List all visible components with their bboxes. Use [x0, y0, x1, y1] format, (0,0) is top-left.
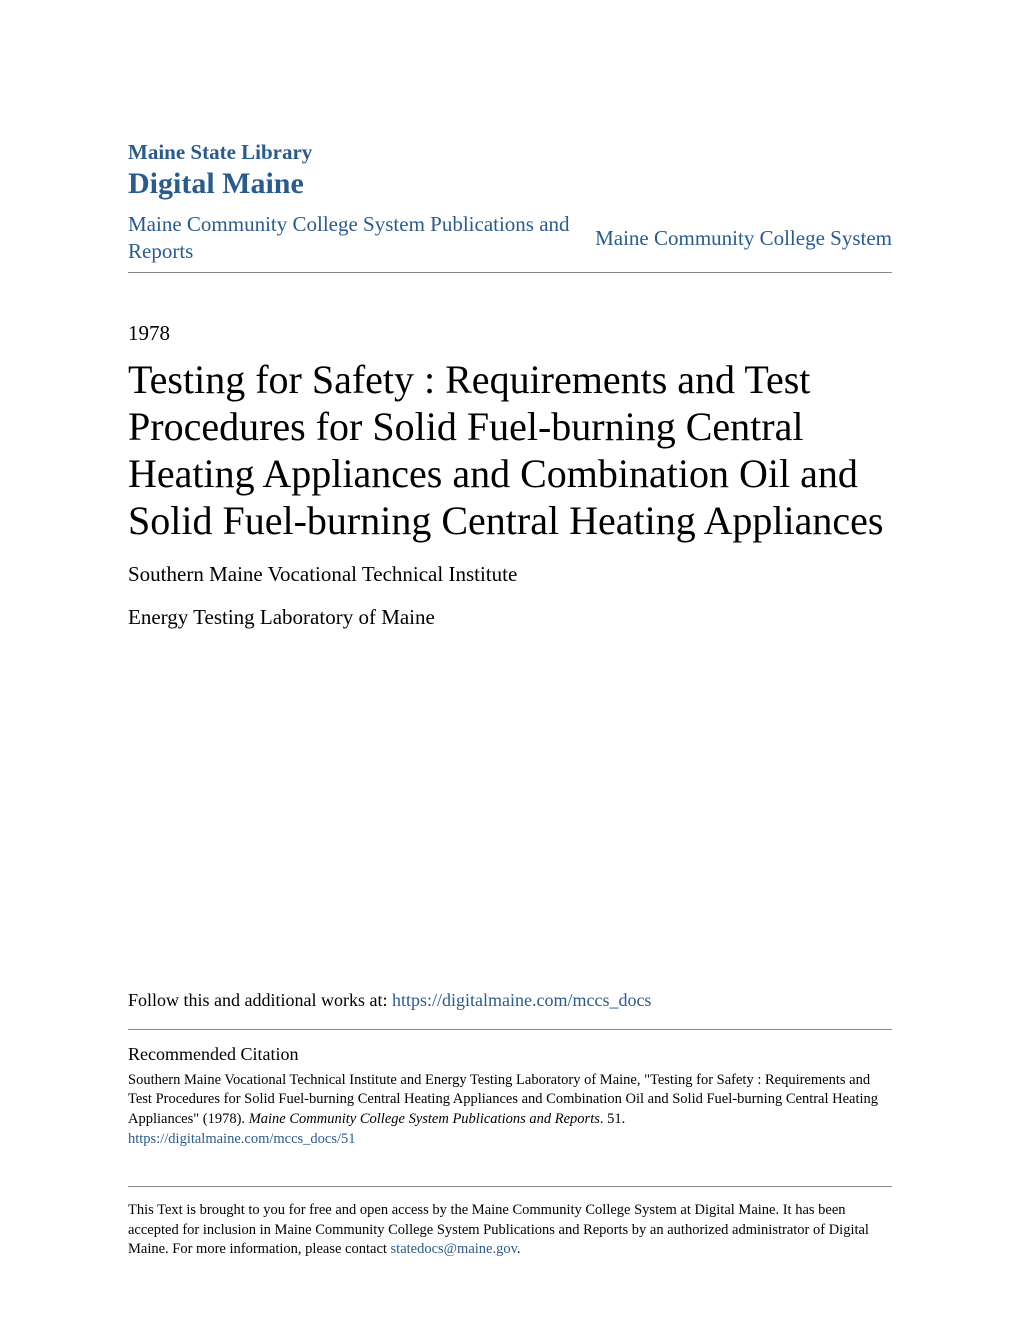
footer-suffix: .	[517, 1241, 521, 1257]
collection-left-link[interactable]: Maine Community College System Publicati…	[128, 211, 588, 266]
publication-year: 1978	[128, 321, 892, 346]
divider-line	[128, 1029, 892, 1030]
collection-right-link[interactable]: Maine Community College System	[595, 226, 892, 251]
document-title: Testing for Safety : Requirements and Te…	[128, 356, 892, 545]
follow-prefix: Follow this and additional works at:	[128, 990, 392, 1010]
footer-email-link[interactable]: statedocs@maine.gov	[391, 1241, 517, 1257]
document-page: Maine State Library Digital Maine Maine …	[0, 0, 1020, 1320]
footer-note: This Text is brought to you for free and…	[128, 1201, 892, 1260]
collection-row: Maine Community College System Publicati…	[128, 211, 892, 273]
site-name-link[interactable]: Digital Maine	[128, 167, 892, 201]
divider-line-2	[128, 1186, 892, 1187]
author-1: Southern Maine Vocational Technical Inst…	[128, 562, 892, 587]
vertical-spacer	[128, 648, 892, 989]
author-2: Energy Testing Laboratory of Maine	[128, 605, 892, 630]
follow-line: Follow this and additional works at: htt…	[128, 990, 892, 1011]
library-name-link[interactable]: Maine State Library	[128, 140, 892, 165]
citation-text: Southern Maine Vocational Technical Inst…	[128, 1071, 892, 1130]
citation-link[interactable]: https://digitalmaine.com/mccs_docs/51	[128, 1131, 892, 1148]
citation-italic: Maine Community College System Publicati…	[249, 1111, 600, 1127]
follow-works-link[interactable]: https://digitalmaine.com/mccs_docs	[392, 990, 651, 1010]
header-block: Maine State Library Digital Maine Maine …	[128, 140, 892, 321]
recommended-citation-heading: Recommended Citation	[128, 1044, 892, 1065]
citation-after-italic: . 51.	[600, 1111, 625, 1127]
